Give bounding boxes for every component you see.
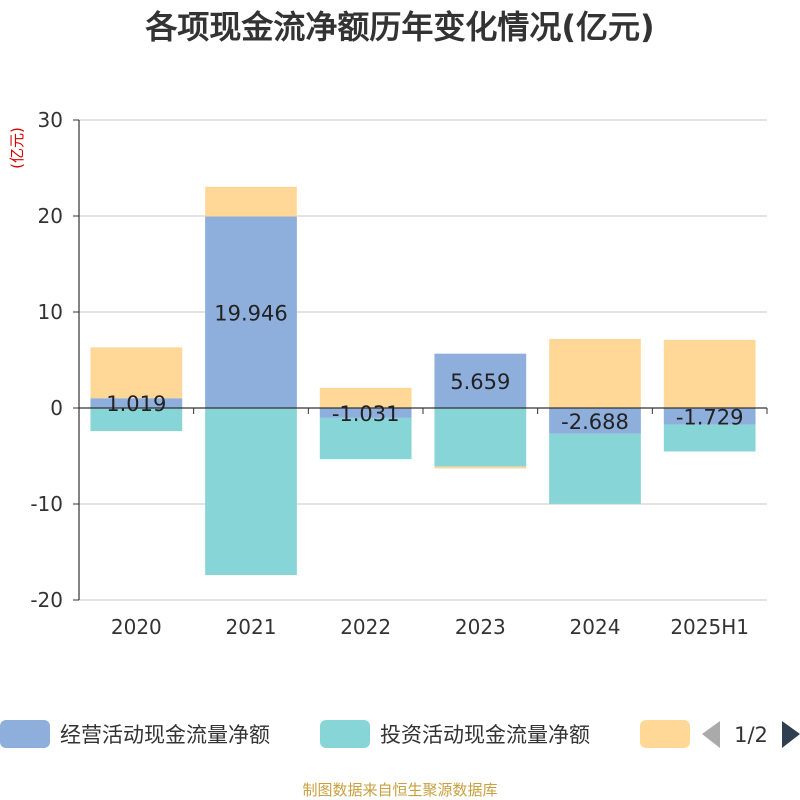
- y-axis-unit: (亿元): [8, 127, 26, 169]
- bar-series-3-2022: [319, 387, 412, 408]
- bar-series-3-2021: [205, 186, 297, 217]
- bar-series-1-2021: [205, 216, 297, 408]
- bar-series-1-2024: [549, 408, 641, 434]
- x-tick-label: 2023: [455, 615, 506, 639]
- bar-series-2-2020: [90, 408, 183, 432]
- data-label: 5.659: [450, 370, 510, 394]
- chart-title: 各项现金流净额历年变化情况(亿元): [145, 8, 654, 46]
- y-tick-label: 10: [38, 300, 63, 324]
- data-label: 1.019: [106, 392, 166, 416]
- bar-series-1-2023: [434, 353, 527, 408]
- bar-series-2-2021: [205, 408, 297, 576]
- data-label: 19.946: [214, 301, 287, 325]
- bar-series-2-2025H1: [663, 424, 756, 452]
- y-tick-label: -20: [30, 588, 63, 612]
- x-tick-label: 2021: [226, 615, 277, 639]
- y-tick-label: 20: [38, 204, 63, 228]
- y-tick-label: 0: [50, 396, 63, 420]
- legend-label[interactable]: 投资活动现金流量净额: [380, 723, 590, 747]
- bars: [90, 186, 756, 576]
- data-label: -1.031: [332, 402, 400, 426]
- legend-swatch-1[interactable]: [0, 720, 50, 748]
- bar-series-3-2023: [434, 466, 527, 469]
- y-tick-label: 30: [38, 108, 63, 132]
- bar-series-2-2024: [549, 433, 641, 504]
- data-label: -2.688: [561, 410, 629, 434]
- bar-series-3-2025H1: [663, 339, 756, 408]
- bar-series-1-2020: [90, 398, 183, 408]
- x-tick-label: 2024: [570, 615, 621, 639]
- bar-series-1-2022: [319, 408, 412, 418]
- x-tick-label: 2025H1: [670, 615, 749, 639]
- bar-series-1-2025H1: [663, 408, 756, 425]
- x-tick-label: 2022: [340, 615, 391, 639]
- legend-page-indicator: 1/2: [734, 723, 768, 747]
- bar-series-3-2020: [90, 347, 183, 399]
- axes: [73, 119, 768, 601]
- legend-swatch-2[interactable]: [320, 720, 370, 748]
- data-labels: 1.019 19.946 -1.031 5.659 -2.688 -1.729: [106, 301, 743, 434]
- legend-label[interactable]: 经营活动现金流量净额: [60, 723, 270, 747]
- legend-next-page-icon[interactable]: [782, 721, 800, 748]
- legend-prev-page-icon[interactable]: [702, 721, 720, 748]
- legend: 经营活动现金流量净额 投资活动现金流量净额 1/2: [0, 720, 800, 748]
- x-tick-label: 2020: [111, 615, 162, 639]
- bar-series-2-2023: [434, 408, 527, 467]
- tick-labels: 30 20 10 0 -10 -20 2020 2021 2022 2023 2024 2025H1: [30, 108, 749, 639]
- bar-series-3-2024: [549, 338, 641, 408]
- data-label: -1.729: [676, 405, 744, 429]
- source-note: 制图数据来自恒生聚源数据库: [302, 781, 497, 799]
- bar-series-2-2022: [319, 417, 412, 460]
- legend-swatch-3[interactable]: [640, 720, 690, 748]
- y-tick-label: -10: [30, 492, 63, 516]
